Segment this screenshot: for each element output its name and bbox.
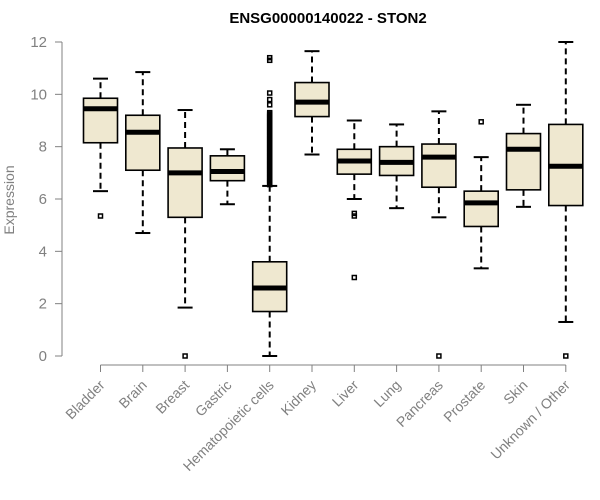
outlier-point <box>563 353 569 359</box>
x-category-label: Unknown / Other <box>487 377 573 463</box>
box-iqr <box>463 190 500 228</box>
box-group <box>82 77 119 219</box>
box-iqr <box>125 114 161 172</box>
box-iqr <box>167 147 203 219</box>
y-axis-title: Expression <box>1 165 17 234</box>
y-tick-label: 10 <box>30 86 47 103</box>
outlier-point <box>266 90 273 96</box>
box-group <box>209 148 246 206</box>
y-tick-label: 12 <box>30 34 47 51</box>
box-group <box>125 71 161 235</box>
outlier-point <box>436 353 442 359</box>
x-category-label: Brain <box>115 377 149 411</box>
box-iqr <box>209 155 246 182</box>
x-category-label: Breast <box>152 377 192 417</box>
box-iqr <box>505 132 542 191</box>
outlier-point <box>266 102 273 108</box>
outlier-point <box>478 119 484 125</box>
box-group <box>336 119 373 281</box>
x-category-label: Liver <box>329 377 362 410</box>
outlier-point <box>351 213 358 219</box>
box-iqr <box>82 97 119 144</box>
y-axis: 0 2 4 6 8 10 12 <box>30 34 63 365</box>
box-group <box>421 110 457 359</box>
outlier-point <box>266 109 273 116</box>
chart-title: ENSG00000140022 - STON2 <box>229 10 426 27</box>
box-group <box>547 41 584 359</box>
y-tick-label: 8 <box>39 139 47 156</box>
box-group <box>378 123 415 210</box>
y-tick-label: 2 <box>39 296 47 313</box>
x-category-label: Bladder <box>62 377 108 423</box>
outlier-point <box>97 213 104 219</box>
y-tick-label: 4 <box>39 243 47 260</box>
x-category-label: Lung <box>370 377 403 410</box>
outlier-point <box>266 54 273 61</box>
x-category-label: Kidney <box>278 377 320 419</box>
boxes-group <box>82 41 584 359</box>
outlier-point <box>351 274 358 281</box>
x-category-label: Prostate <box>440 377 488 425</box>
box-iqr <box>421 143 457 189</box>
y-tick-label: 0 <box>39 348 47 365</box>
outlier-point <box>266 96 273 103</box>
outlier-point <box>182 353 188 359</box>
box-group <box>463 119 500 270</box>
box-group <box>294 50 330 156</box>
box-group <box>251 54 288 357</box>
y-tick-label: 6 <box>39 191 47 208</box>
box-group <box>505 103 542 208</box>
x-category-label: Skin <box>500 377 531 408</box>
box-iqr <box>294 81 330 118</box>
box-group <box>167 109 203 359</box>
x-category-label: Pancreas <box>393 377 446 430</box>
